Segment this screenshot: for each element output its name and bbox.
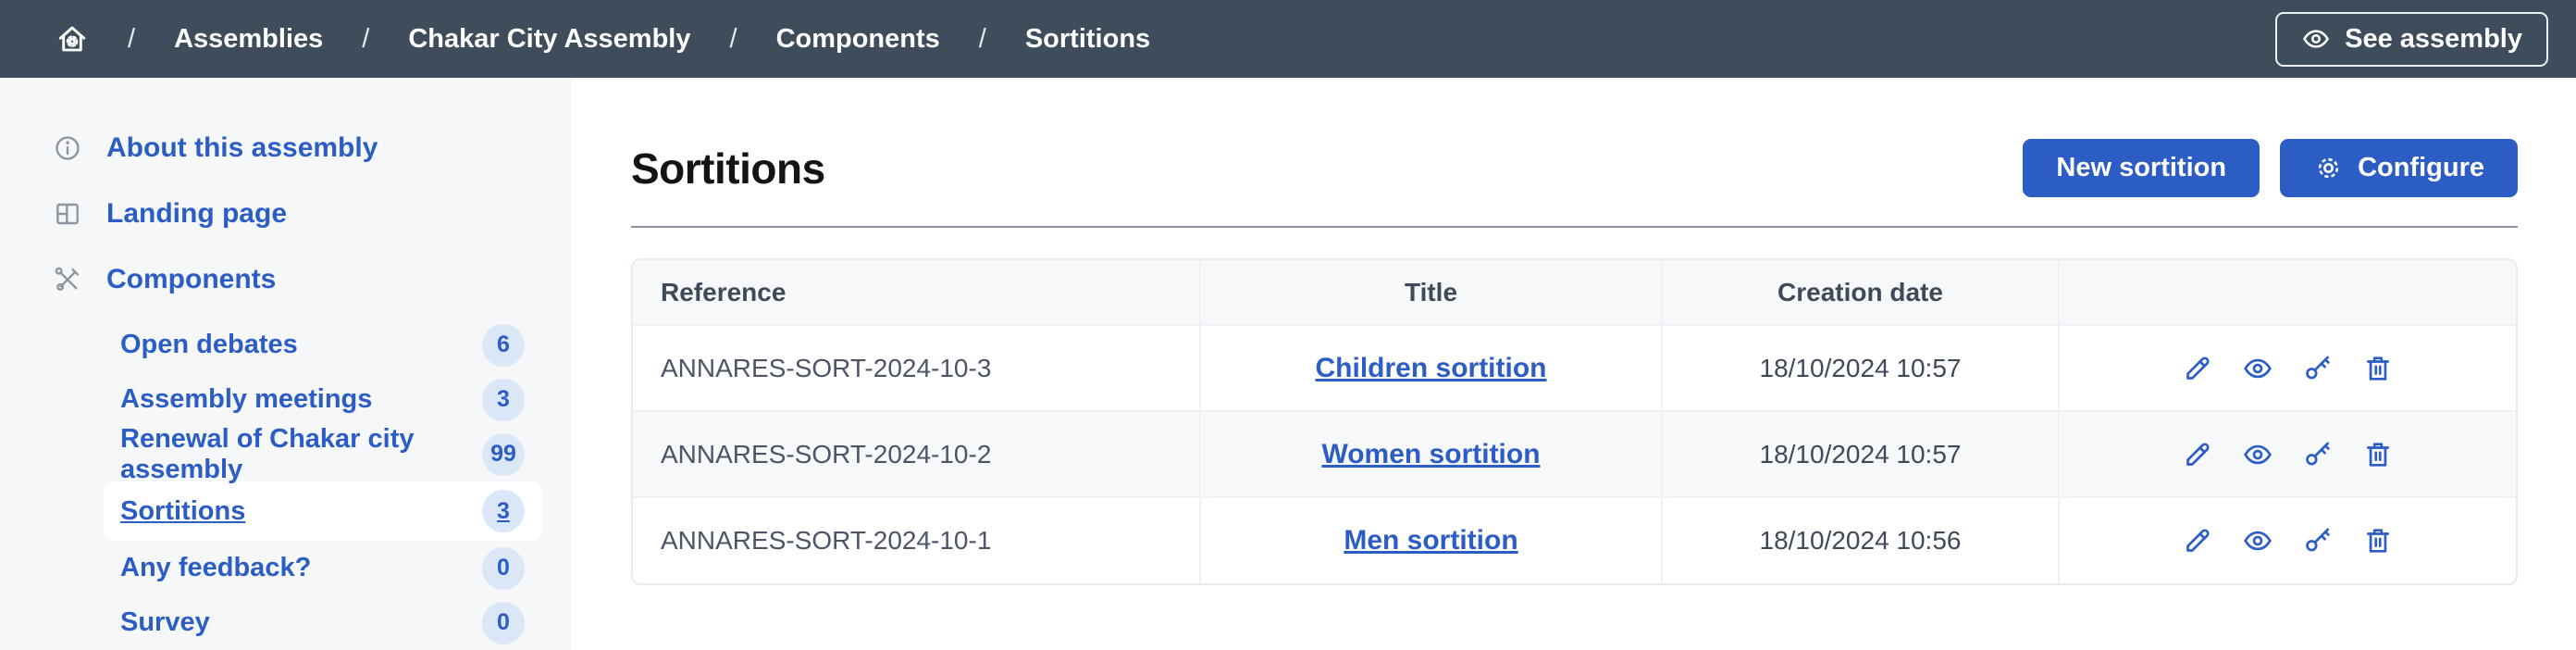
reference-cell: ANNARES-SORT-2024-10-2 [633,410,1200,497]
creation-date-cell: 18/10/2024 10:57 [1661,410,2059,497]
eye-icon [2242,439,2273,470]
count-badge: 3 [482,490,525,532]
count-badge: 3 [482,378,525,421]
breadcrumb-components[interactable]: Components [775,23,940,54]
breadcrumb-separator: / [362,23,370,54]
permissions-button[interactable] [2302,525,2334,556]
page-title: Sortitions [631,144,825,193]
breadcrumb-separator: / [978,23,986,54]
edit-button[interactable] [2182,439,2213,470]
pencil-icon [2182,525,2213,556]
sidebar-item-any-feedback[interactable]: Any feedback? 0 [104,541,541,595]
sidebar-item-label: About this assembly [106,131,378,163]
permissions-button[interactable] [2302,439,2334,470]
permissions-button[interactable] [2302,353,2334,384]
table-row: ANNARES-SORT-2024-10-3 Children sortitio… [633,324,2516,411]
layout-icon [53,199,82,229]
table-header-row: Reference Title Creation date [633,260,2516,325]
sidebar-item-label: Renewal of Chakar city assembly [120,423,415,484]
sortitions-table: Reference Title Creation date ANNARES-SO… [631,258,2518,585]
key-icon [2302,525,2334,556]
trash-icon [2362,525,2394,556]
trash-icon [2362,353,2394,384]
new-sortition-button[interactable]: New sortition [2023,139,2260,197]
sidebar-item-label: Sortitions [120,495,246,526]
pencil-icon [2182,439,2213,470]
sidebar-item-components[interactable]: Components [53,246,572,312]
main-content: Sortitions New sortition Configure [572,78,2576,650]
breadcrumb: / Assemblies / Chakar City Assembly / Co… [56,22,1150,56]
count-badge: 6 [482,323,525,367]
column-header-actions [2058,260,2516,325]
gear-icon [2313,153,2344,183]
delete-button[interactable] [2362,353,2394,384]
count-badge: 99 [482,432,525,476]
topbar: / Assemblies / Chakar City Assembly / Co… [0,0,2576,78]
trash-icon [2362,439,2394,470]
table-row: ANNARES-SORT-2024-10-2 Women sortition 1… [633,410,2516,497]
pencil-icon [2182,353,2213,384]
breadcrumb-assemblies[interactable]: Assemblies [174,23,324,54]
preview-button[interactable] [2242,353,2273,384]
reference-cell: ANNARES-SORT-2024-10-3 [633,324,1200,411]
sidebar-item-assembly-meetings[interactable]: Assembly meetings 3 [104,372,541,427]
sidebar-item-label: Landing page [106,197,287,229]
column-header-title: Title [1199,260,1662,325]
column-header-creation-date: Creation date [1661,260,2059,325]
sidebar-item-label: Survey [120,607,210,637]
configure-label: Configure [2358,153,2484,182]
sortition-title-link[interactable]: Women sortition [1321,438,1541,469]
breadcrumb-separator: / [128,23,136,54]
creation-date-cell: 18/10/2024 10:57 [1661,324,2059,411]
components-sub-list: Open debates 6 Assembly meetings 3 Renew… [104,318,541,650]
sidebar-item-sortitions[interactable]: Sortitions 3 [104,481,541,541]
sidebar-item-label: Open debates [120,330,298,359]
sidebar-item-open-debates[interactable]: Open debates 6 [104,318,541,372]
sidebar-item-about-assembly[interactable]: About this assembly [53,115,572,181]
sortition-title-link[interactable]: Men sortition [1344,525,1518,556]
edit-button[interactable] [2182,353,2213,384]
sidebar-item-survey[interactable]: Survey 0 [104,595,541,650]
title-divider [631,226,2518,228]
preview-button[interactable] [2242,439,2273,470]
sidebar-item-label: Assembly meetings [120,384,373,414]
delete-button[interactable] [2362,439,2394,470]
table-row: ANNARES-SORT-2024-10-1 Men sortition 18/… [633,496,2516,583]
sidebar: About this assembly Landing page Compone… [0,78,572,650]
info-icon [53,133,82,163]
column-header-reference: Reference [633,260,1200,325]
sidebar-item-landing-page[interactable]: Landing page [53,181,572,246]
sidebar-item-label: Components [106,263,277,294]
eye-icon [2242,353,2273,384]
breadcrumb-sortitions: Sortitions [1024,23,1151,54]
new-sortition-label: New sortition [2056,153,2227,182]
configure-button[interactable]: Configure [2280,139,2518,197]
eye-icon [2242,525,2273,556]
home-gear-icon [56,22,89,56]
breadcrumb-chakar-city-assembly[interactable]: Chakar City Assembly [408,23,691,54]
breadcrumb-separator: / [729,23,737,54]
count-badge: 0 [482,601,525,644]
see-assembly-label: See assembly [2345,23,2522,54]
see-assembly-button[interactable]: See assembly [2275,11,2548,67]
edit-button[interactable] [2182,525,2213,556]
count-badge: 0 [482,546,525,590]
sidebar-item-renewal-assembly[interactable]: Renewal of Chakar city assembly 99 [104,424,541,484]
sortition-title-link[interactable]: Children sortition [1315,352,1547,383]
delete-button[interactable] [2362,525,2394,556]
creation-date-cell: 18/10/2024 10:56 [1661,496,2059,583]
home-button[interactable] [56,22,89,56]
tools-icon [53,265,82,294]
sidebar-item-label: Any feedback? [120,553,312,582]
key-icon [2302,353,2334,384]
preview-button[interactable] [2242,525,2273,556]
key-icon [2302,439,2334,470]
eye-icon [2301,24,2331,54]
reference-cell: ANNARES-SORT-2024-10-1 [633,496,1200,583]
